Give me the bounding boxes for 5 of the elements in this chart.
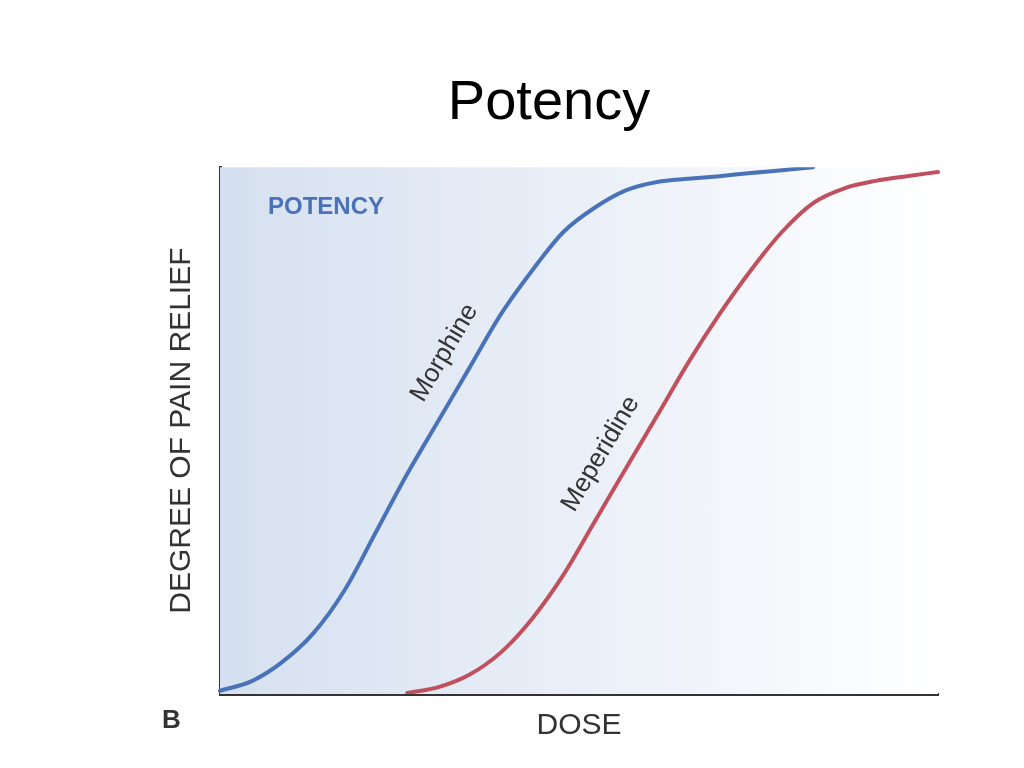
chart-title: Potency xyxy=(447,68,651,132)
x-axis-title: DOSE xyxy=(536,707,622,741)
y-axis-title: DEGREE OF PAIN RELIEF xyxy=(163,247,197,614)
annotation: POTENCY xyxy=(268,191,385,219)
text: B xyxy=(162,704,181,735)
